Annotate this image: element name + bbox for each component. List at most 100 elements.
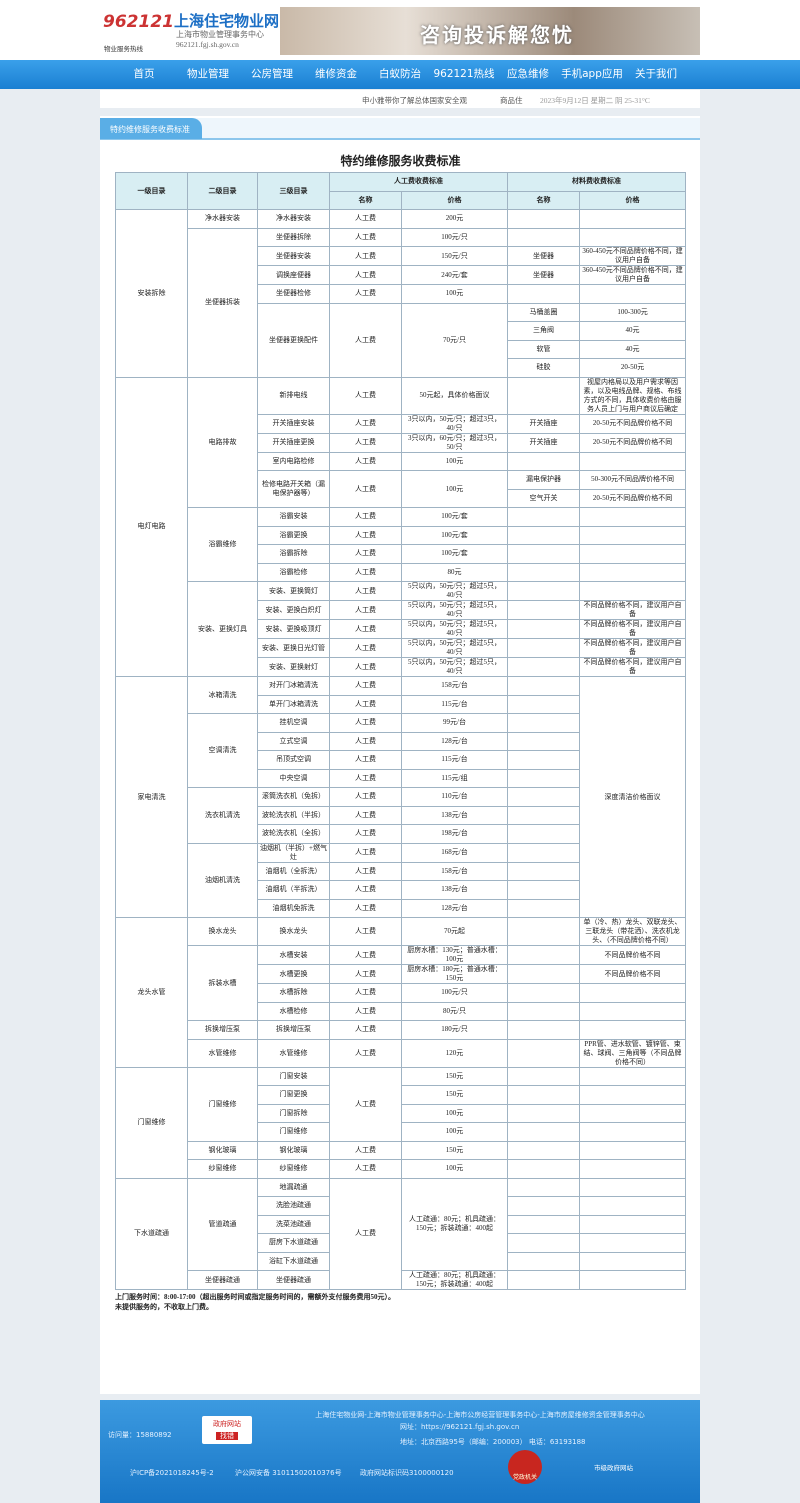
table-row: 波轮洗衣机（半拆） 人工费 138元/台 (116, 805, 686, 825)
table-cell: 人工费 (329, 713, 402, 733)
table-cell: 油烟机（半拆洗） (257, 880, 330, 900)
site-code: 政府网站标识码3100000120 (360, 1469, 454, 1477)
table-cell (507, 544, 580, 564)
table-row: 坐便器拆装 坐便器拆除 人工费 100元/只 (116, 227, 687, 378)
table-cell (578, 1159, 687, 1179)
header-cell: 二级目录 (187, 172, 258, 210)
find-error-btn: 找错 (216, 1432, 238, 1440)
table-cell: 5只以内，50元/只；超过5只，40/只 (401, 638, 508, 658)
table-cell (507, 1122, 580, 1142)
table-cell: 360-450元不同品牌价格不同，建议用户自备 (578, 246, 687, 266)
table-cell: 人工费 (329, 284, 402, 304)
table-cell (507, 898, 580, 918)
table-cell: 洗衣机清洗 (187, 787, 258, 844)
table-row: 坐便器疏通 坐便器疏通 人工疏通：80元；机具疏通：150元；拆装疏通：400起 (116, 1270, 687, 1290)
table-row: 开关插座更换 人工费 3只以内，60元/只；超过3只，50/只 开关插座 20-50元不… (116, 432, 687, 453)
section-tab[interactable]: 特约维修服务收费标准 (100, 118, 202, 139)
table-cell: 120元 (401, 1038, 508, 1068)
logo-number: 962121 (103, 12, 174, 32)
table-cell: 单开门冰箱清洗 (257, 694, 330, 714)
nav-item[interactable]: 公房管理 (251, 68, 293, 80)
badge-party[interactable]: 党政机关 (508, 1450, 542, 1484)
news-ticker[interactable]: 申小雅带你了解总体国家安全观 (362, 96, 467, 105)
table-cell: 158元/台 (401, 861, 508, 881)
table-cell: 油烟机（半拆）+燃气灶 (257, 842, 330, 863)
table-row: 纱窗维修 纱窗维修 人工费 100元 (116, 1159, 687, 1179)
table-title: 特约维修服务收费标准 (115, 150, 686, 173)
table-cell: 室内电路检修 (257, 451, 330, 471)
table-cell (578, 1140, 687, 1160)
table-cell (507, 842, 580, 863)
badge-gov[interactable]: 市级政府网站 (594, 1464, 633, 1472)
table-cell: 开关插座安装 (257, 413, 330, 434)
table-cell (507, 600, 580, 620)
table-cell: 100元/套 (401, 525, 508, 545)
org-name: 上海市物业管理事务中心 (176, 30, 264, 39)
table-cell: 70元/只 (401, 302, 508, 378)
table-row: 检修电路开关箱（漏电保护器等） 人工费 100元 漏电保护器 50-300元不同品牌价格… (116, 470, 687, 508)
nav-item[interactable]: 白蚁防治 (379, 68, 421, 80)
table-cell: 100元/只 (401, 227, 508, 247)
nav-item[interactable]: 962121热线 (433, 68, 495, 80)
header: 962121 物业服务热线 上海住宅物业网 上海市物业管理事务中心 962121… (0, 0, 800, 60)
nav-item[interactable]: 维修资金 (315, 68, 357, 80)
table-cell: 空调清洗 (187, 713, 258, 788)
table-cell (507, 1001, 580, 1021)
table-cell: 人工费 (329, 750, 402, 770)
header-cell: 名称 (329, 190, 402, 210)
table-cell (578, 209, 687, 229)
table-cell: 人工费 (329, 731, 402, 751)
find-error-button[interactable]: 政府网站 找错 (202, 1416, 252, 1444)
nav-item[interactable]: 手机app应用 (561, 68, 623, 80)
table-cell: 中央空调 (257, 768, 330, 788)
table-cell: 坐便器疏通 (187, 1270, 258, 1290)
table-cell (578, 284, 687, 304)
table-cell: 5只以内，50元/只；超过5只，40/只 (401, 581, 508, 601)
table-cell: 人工费 (329, 562, 402, 582)
table-cell: 水槽拆除 (257, 983, 330, 1003)
icp[interactable]: 沪ICP备2021018245号-2 (130, 1469, 214, 1477)
table-cell: 安装拆除 (115, 209, 188, 378)
table-row: 空气开关 20-50元不同品牌价格不同 (116, 488, 687, 508)
table-row: 门窗更换 150元 (116, 1085, 687, 1105)
table-cell: 门窗安装 (257, 1066, 330, 1086)
table-cell: 门窗维修 (187, 1066, 258, 1142)
table-cell (507, 1233, 580, 1253)
table-row: 软管 40元 (116, 339, 687, 359)
table-cell: 5只以内，50元/只；超过5只，40/只 (401, 600, 508, 620)
table-cell: 100元/套 (401, 507, 508, 527)
table-cell (578, 451, 687, 471)
table-cell: 新排电线 (257, 376, 330, 415)
table-cell: 人工疏通：80元；机具疏通：150元；拆装疏通：400起 (401, 1270, 508, 1290)
table-cell: 浴霸更换 (257, 525, 330, 545)
table-cell: 人工费 (329, 451, 402, 471)
table-cell: 80元 (401, 562, 508, 582)
table-cell: 换水龙头 (257, 917, 330, 946)
table-cell: 180元/只 (401, 1020, 508, 1040)
nav-item[interactable]: 关于我们 (635, 68, 677, 80)
table-row: 调换座便器 人工费 240元/套 坐便器 360-450元不同品牌价格不同，建议用户自备 (116, 265, 687, 285)
table-row: 安装拆除 净水器安装 净水器安装 人工费 200元 (115, 209, 687, 378)
table-cell: 100元 (401, 1103, 508, 1123)
police-record[interactable]: 沪公网安备 31011502010376号 (235, 1469, 342, 1477)
footer: 上海住宅物业网-上海市物业管理事务中心-上海市公房经营管理事务中心-上海市房屋维… (100, 1400, 700, 1503)
table-cell: 调换座便器 (257, 265, 330, 285)
table-cell: 净水器安装 (257, 209, 330, 229)
table-cell: 150元 (401, 1140, 508, 1160)
nav-item[interactable]: 应急维修 (507, 68, 549, 80)
table-cell: 门窗更换 (257, 1085, 330, 1105)
table-cell (578, 983, 687, 1003)
table-cell: 人工费 (329, 983, 402, 1003)
table-cell: 110元/台 (401, 787, 508, 807)
table-cell: 100-300元 (578, 302, 687, 322)
table-cell: 单（冷、热）龙头、双联龙头、三联龙头（带花洒）、洗衣机龙头、（不同品牌价格不同） (578, 917, 687, 946)
find-error-label: 政府网站 (213, 1420, 241, 1428)
table-cell: 安装、更换日光灯管 (257, 638, 330, 658)
table-cell: 厨房水槽：130元；普通水槽：100元 (401, 945, 508, 965)
nav-item[interactable]: 物业管理 (187, 68, 229, 80)
nav-item[interactable]: 首页 (133, 68, 155, 80)
table-cell: 硅胶 (507, 358, 580, 378)
header-cell: 名称 (507, 190, 580, 210)
table-cell (578, 507, 687, 527)
